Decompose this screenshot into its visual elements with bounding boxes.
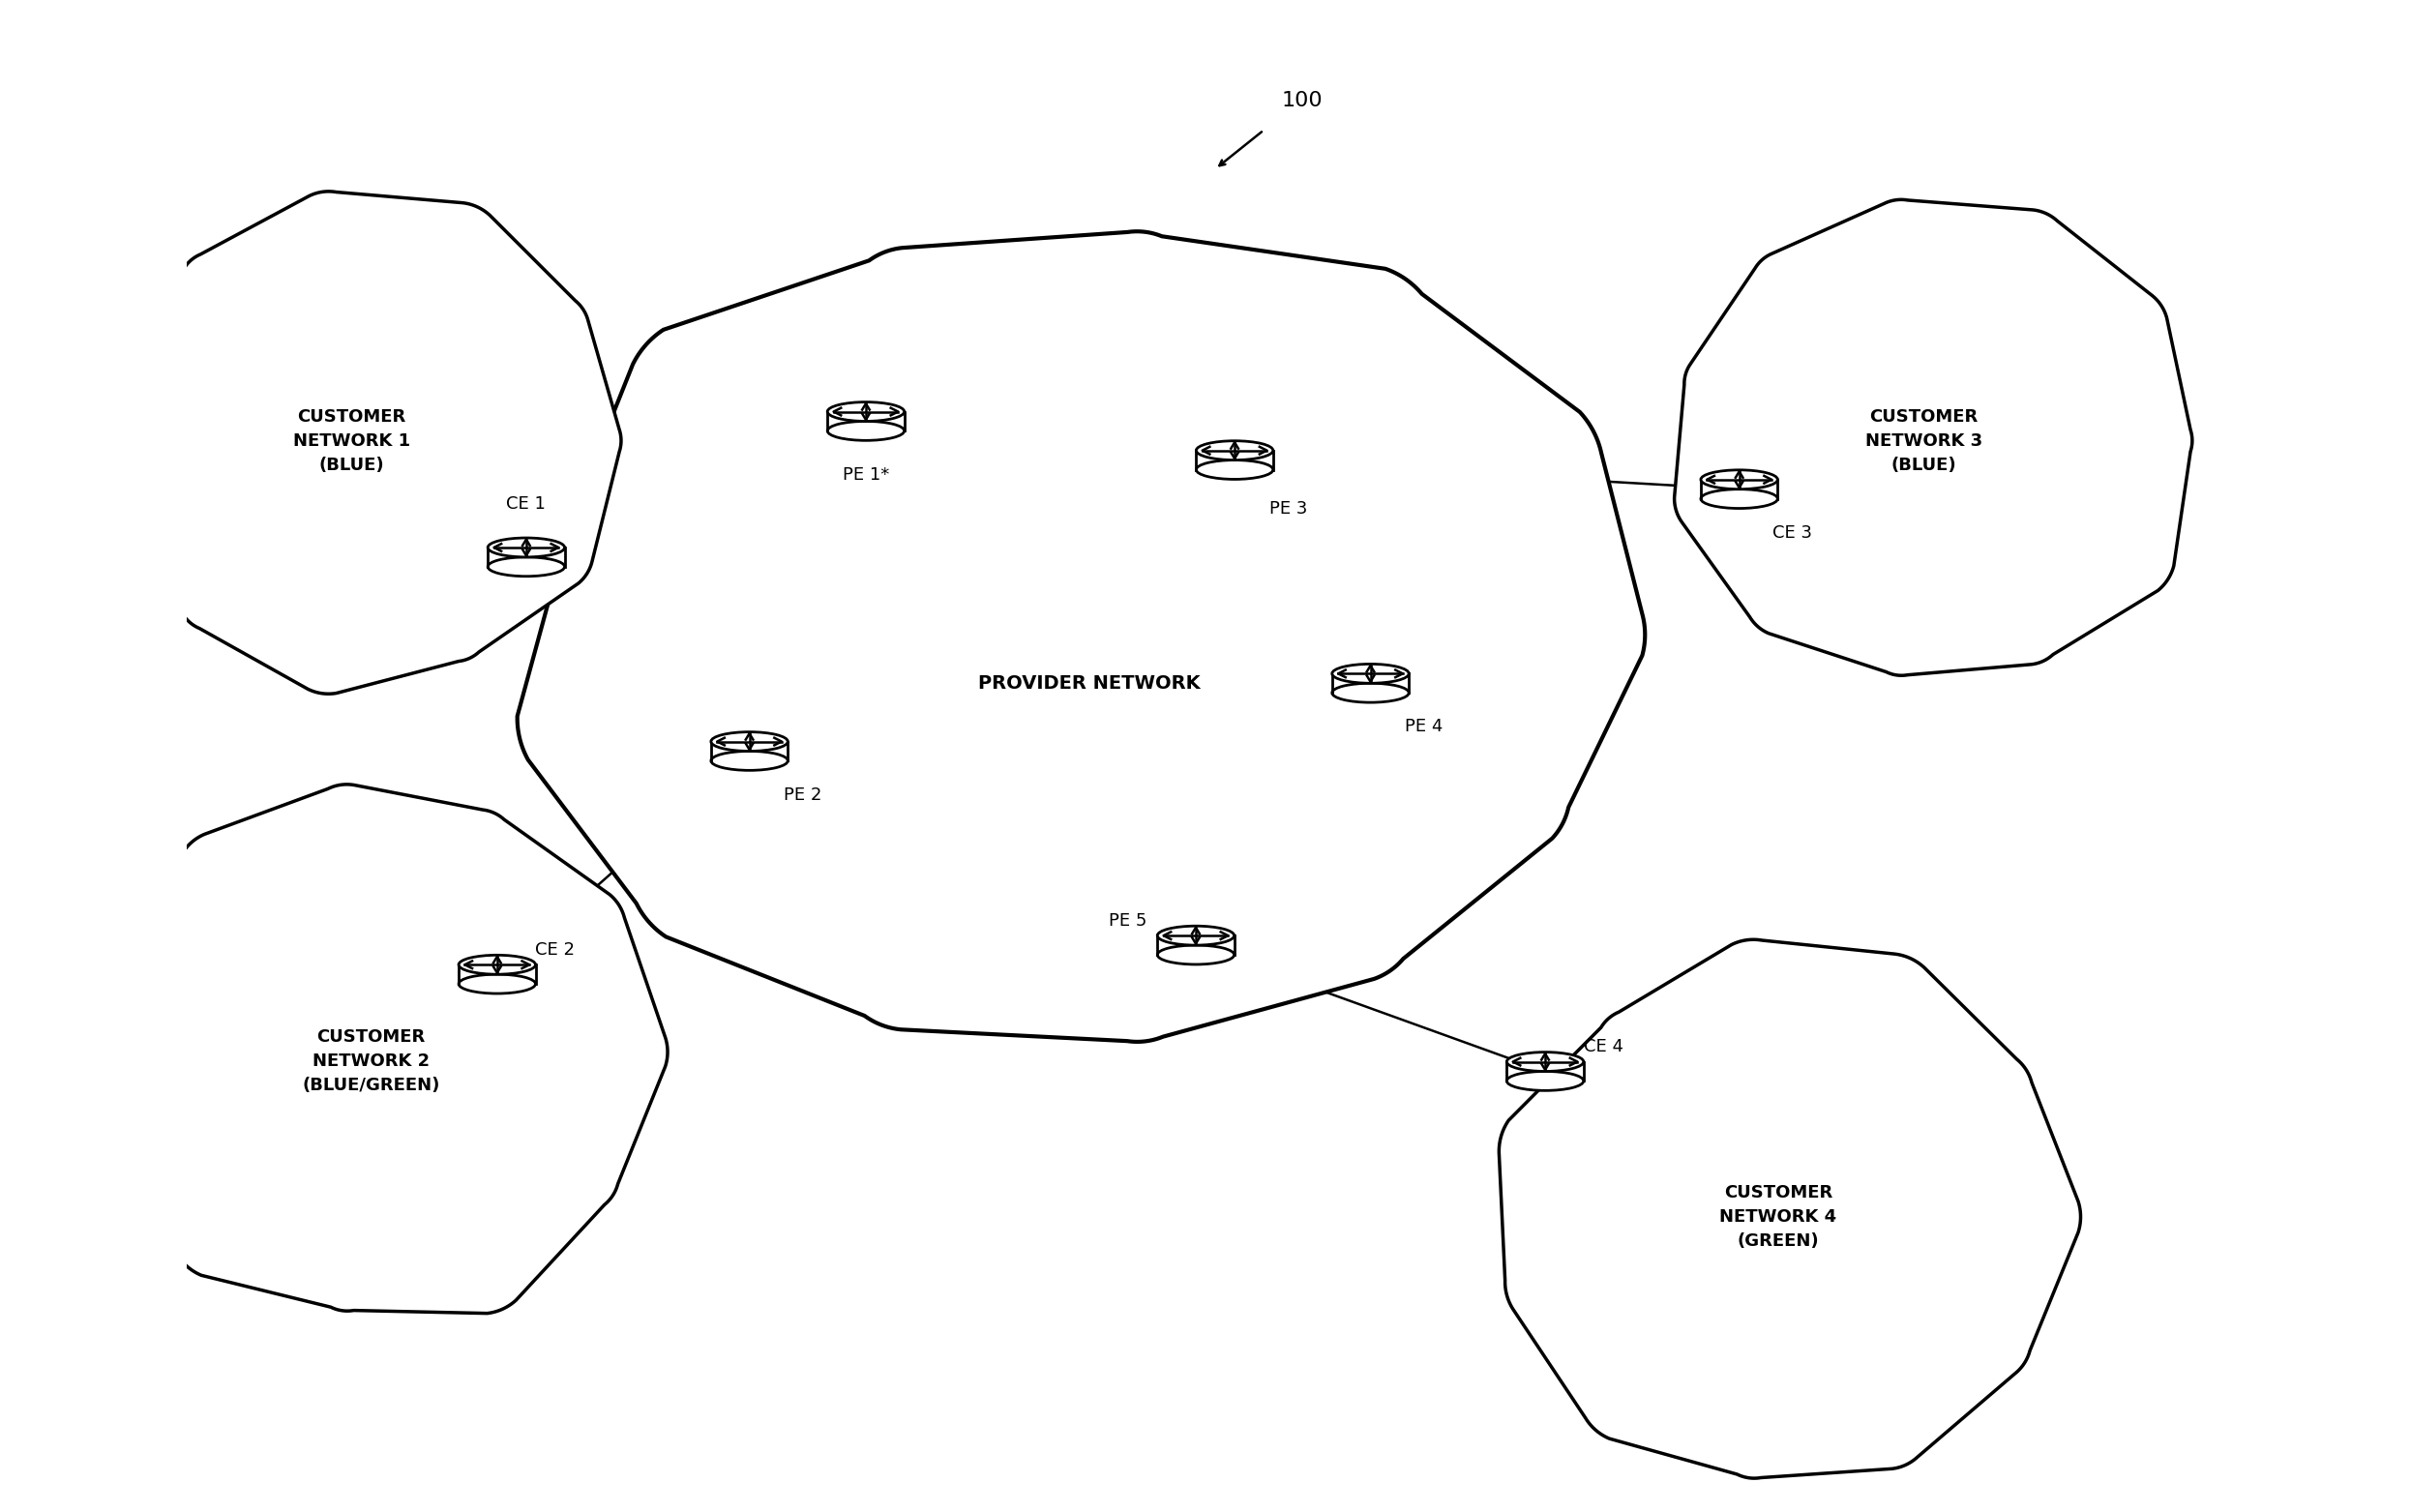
FancyBboxPatch shape (458, 965, 535, 984)
Ellipse shape (1507, 1052, 1584, 1072)
Ellipse shape (1331, 664, 1408, 683)
Polygon shape (518, 231, 1644, 1042)
Ellipse shape (827, 422, 904, 440)
Text: PE 3: PE 3 (1268, 500, 1307, 517)
Text: CE 2: CE 2 (535, 942, 576, 959)
Ellipse shape (1196, 460, 1273, 479)
Ellipse shape (487, 538, 564, 556)
Text: CE 3: CE 3 (1772, 525, 1813, 541)
Ellipse shape (1700, 470, 1777, 490)
FancyBboxPatch shape (827, 411, 904, 431)
Ellipse shape (711, 751, 788, 770)
Text: CUSTOMER
NETWORK 2
(BLUE/GREEN): CUSTOMER NETWORK 2 (BLUE/GREEN) (301, 1028, 439, 1095)
FancyBboxPatch shape (1507, 1061, 1584, 1081)
Ellipse shape (1331, 683, 1408, 703)
Polygon shape (94, 785, 668, 1314)
Polygon shape (99, 192, 622, 694)
Ellipse shape (458, 974, 535, 993)
Ellipse shape (1157, 925, 1234, 945)
FancyBboxPatch shape (1196, 451, 1273, 470)
Ellipse shape (827, 402, 904, 422)
FancyBboxPatch shape (1157, 936, 1234, 954)
FancyBboxPatch shape (487, 547, 564, 567)
Ellipse shape (711, 732, 788, 751)
Ellipse shape (1507, 1072, 1584, 1090)
Text: PE 1*: PE 1* (841, 466, 890, 484)
Text: PE 5: PE 5 (1109, 912, 1148, 930)
Text: 100: 100 (1283, 91, 1324, 110)
Ellipse shape (458, 956, 535, 974)
FancyBboxPatch shape (711, 741, 788, 761)
Polygon shape (1673, 200, 2192, 676)
FancyBboxPatch shape (1700, 479, 1777, 499)
Text: PE 2: PE 2 (784, 786, 822, 803)
Text: CE 1: CE 1 (506, 494, 545, 513)
Ellipse shape (1700, 490, 1777, 508)
Text: CE 4: CE 4 (1584, 1039, 1623, 1055)
Text: PE 4: PE 4 (1406, 718, 1442, 736)
Text: CUSTOMER
NETWORK 3
(BLUE): CUSTOMER NETWORK 3 (BLUE) (1866, 408, 1982, 473)
Ellipse shape (1196, 442, 1273, 460)
Text: CUSTOMER
NETWORK 1
(BLUE): CUSTOMER NETWORK 1 (BLUE) (294, 408, 410, 473)
FancyBboxPatch shape (1331, 674, 1408, 692)
Polygon shape (1500, 939, 2081, 1479)
Ellipse shape (487, 556, 564, 576)
Text: PROVIDER NETWORK: PROVIDER NETWORK (979, 674, 1201, 692)
Ellipse shape (1157, 945, 1234, 965)
Text: CUSTOMER
NETWORK 4
(GREEN): CUSTOMER NETWORK 4 (GREEN) (1719, 1184, 1837, 1250)
